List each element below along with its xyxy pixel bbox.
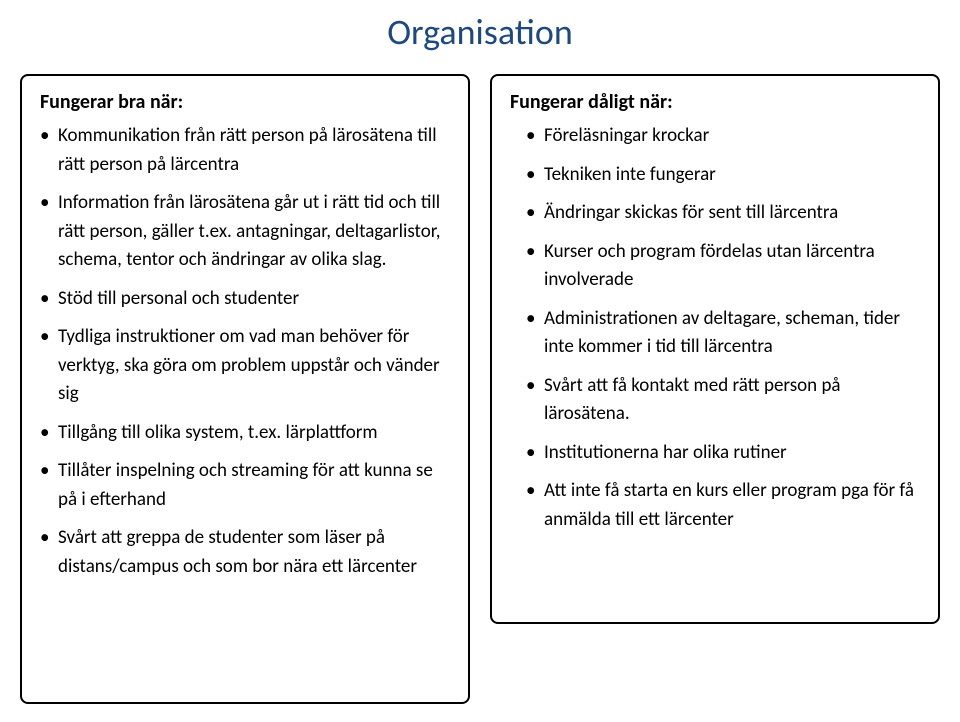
slide-title: Organisation (20, 10, 940, 54)
slide: Organisation Fungerar bra när: Kommunika… (0, 0, 960, 722)
list-item: Tekniken inte fungerar (510, 161, 920, 190)
left-list: Kommunikation från rätt person på lärosä… (40, 122, 450, 581)
list-item: Att inte få starta en kurs eller program… (510, 477, 920, 534)
list-item: Kommunikation från rätt person på lärosä… (40, 122, 450, 179)
left-heading: Fungerar bra när: (40, 90, 450, 114)
list-item: Administrationen av deltagare, scheman, … (510, 305, 920, 362)
list-item: Föreläsningar krockar (510, 122, 920, 151)
columns-wrapper: Fungerar bra när: Kommunikation från rät… (20, 74, 940, 704)
list-item: Kurser och program fördelas utan lärcent… (510, 238, 920, 295)
list-item: Stöd till personal och studenter (40, 285, 450, 314)
list-item: Institutionerna har olika rutiner (510, 439, 920, 468)
list-item: Ändringar skickas för sent till lärcentr… (510, 199, 920, 228)
list-item: Svårt att få kontakt med rätt person på … (510, 372, 920, 429)
list-item: Tillgång till olika system, t.ex. lärpla… (40, 419, 450, 448)
right-list: Föreläsningar krockar Tekniken inte fung… (510, 122, 920, 534)
list-item: Tillåter inspelning och streaming för at… (40, 457, 450, 514)
list-item: Information från lärosätena går ut i rät… (40, 189, 450, 275)
right-column: Fungerar dåligt när: Föreläsningar krock… (490, 74, 940, 624)
left-column: Fungerar bra när: Kommunikation från rät… (20, 74, 470, 704)
list-item: Tydliga instruktioner om vad man behöver… (40, 323, 450, 409)
list-item: Svårt att greppa de studenter som läser … (40, 524, 450, 581)
right-heading: Fungerar dåligt när: (510, 90, 920, 114)
